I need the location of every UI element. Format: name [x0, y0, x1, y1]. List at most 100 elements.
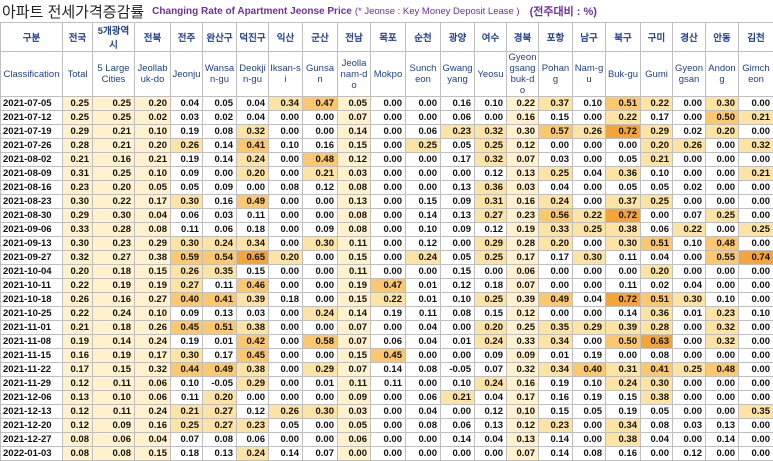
- column-en: Andong: [706, 52, 739, 97]
- rate-cell: 0.11: [338, 265, 371, 279]
- rate-cell: 0.11: [171, 391, 203, 405]
- note: (* Jeonse : Key Money Deposit Lease ): [355, 6, 520, 17]
- column-en: Gyeongsan: [673, 52, 706, 97]
- column-ko: 남구: [573, 23, 606, 52]
- rate-cell: 0.00: [673, 335, 706, 349]
- rate-cell: 0.38: [606, 433, 641, 447]
- rate-cell: 0.29: [63, 209, 93, 223]
- rate-cell: 0.25: [507, 321, 539, 335]
- rate-cell: 0.32: [739, 139, 773, 153]
- rate-cell: 0.03: [539, 153, 573, 167]
- rate-cell: 0.04: [237, 97, 269, 111]
- rate-cell: 0.16: [507, 377, 539, 391]
- rate-cell: 0.00: [539, 265, 573, 279]
- rate-cell: 0.17: [441, 153, 475, 167]
- rate-cell: 0.11: [606, 251, 641, 265]
- rate-cell: 0.30: [171, 237, 203, 251]
- rate-cell: 0.00: [673, 405, 706, 419]
- rate-cell: -0.05: [203, 377, 237, 391]
- rate-cell: 0.16: [93, 293, 135, 307]
- rate-cell: 0.39: [507, 293, 539, 307]
- column-ko: 목포: [371, 23, 406, 52]
- rate-cell: 0.06: [406, 125, 441, 139]
- rate-cell: 0.00: [269, 279, 303, 293]
- rate-cell: 0.10: [406, 223, 441, 237]
- rate-cell: 0.45: [237, 349, 269, 363]
- rate-cell: 0.00: [303, 293, 338, 307]
- column-en: Jeollabuk-do: [135, 52, 171, 97]
- rate-cell: 0.07: [475, 363, 507, 377]
- rate-cell: 0.49: [237, 195, 269, 209]
- rate-cell: 0.19: [573, 349, 606, 363]
- rate-cell: 0.00: [269, 111, 303, 125]
- rate-cell: 0.11: [338, 237, 371, 251]
- rate-cell: 0.24: [406, 251, 441, 265]
- rate-cell: 0.00: [406, 433, 441, 447]
- rate-cell: 0.08: [338, 223, 371, 237]
- date: 2021-12-27: [1, 433, 63, 447]
- rate-cell: 0.08: [441, 307, 475, 321]
- rate-cell: 0.12: [237, 405, 269, 419]
- rate-cell: 0.11: [371, 377, 406, 391]
- rate-cell: 0.14: [371, 363, 406, 377]
- rate-cell: 0.18: [93, 321, 135, 335]
- rate-cell: 0.07: [338, 363, 371, 377]
- rate-cell: 0.06: [135, 377, 171, 391]
- rate-cell: 0.16: [539, 391, 573, 405]
- rate-cell: 0.17: [507, 251, 539, 265]
- rate-cell: 0.04: [641, 251, 673, 265]
- rate-cell: 0.14: [203, 139, 237, 153]
- rate-cell: 0.00: [303, 433, 338, 447]
- rate-cell: 0.18: [93, 265, 135, 279]
- rate-cell: 0.00: [706, 447, 739, 461]
- column-ko: 전북: [135, 23, 171, 52]
- column-ko: 군산: [303, 23, 338, 52]
- rate-cell: 0.25: [475, 139, 507, 153]
- rate-cell: 0.00: [406, 111, 441, 125]
- rate-cell: 0.39: [606, 321, 641, 335]
- rate-cell: 0.44: [171, 363, 203, 377]
- rate-cell: 0.05: [338, 419, 371, 433]
- rate-cell: 0.08: [135, 223, 171, 237]
- rate-cell: 0.05: [606, 181, 641, 195]
- rate-cell: 0.21: [739, 167, 773, 181]
- rate-cell: 0.13: [507, 167, 539, 181]
- rate-cell: 0.05: [135, 181, 171, 195]
- rate-cell: 0.00: [641, 447, 673, 461]
- rate-cell: 0.12: [507, 139, 539, 153]
- column-ko: 안동: [706, 23, 739, 52]
- rate-cell: 0.00: [269, 265, 303, 279]
- rate-cell: 0.30: [93, 209, 135, 223]
- column-ko: 전국: [63, 23, 93, 52]
- rate-cell: 0.06: [171, 209, 203, 223]
- rate-cell: 0.41: [641, 363, 673, 377]
- rate-cell: 0.00: [269, 433, 303, 447]
- rate-cell: 0.00: [269, 349, 303, 363]
- rate-cell: 0.00: [303, 195, 338, 209]
- rate-cell: 0.12: [507, 307, 539, 321]
- rate-cell: 0.26: [573, 125, 606, 139]
- rate-cell: 0.00: [673, 97, 706, 111]
- rate-cell: 0.06: [203, 223, 237, 237]
- rate-cell: 0.00: [475, 447, 507, 461]
- rate-cell: 0.20: [237, 167, 269, 181]
- rate-cell: 0.00: [706, 139, 739, 153]
- rate-cell: 0.04: [135, 433, 171, 447]
- date: 2021-10-18: [1, 293, 63, 307]
- rate-cell: 0.00: [739, 195, 773, 209]
- rate-cell: 0.26: [63, 293, 93, 307]
- rate-cell: 0.00: [739, 433, 773, 447]
- rate-cell: 0.14: [706, 433, 739, 447]
- rate-cell: 0.47: [371, 279, 406, 293]
- rate-cell: 0.51: [641, 293, 673, 307]
- rate-cell: 0.19: [371, 307, 406, 321]
- rate-cell: 0.23: [539, 419, 573, 433]
- rate-cell: 0.25: [93, 111, 135, 125]
- rate-cell: 0.00: [269, 391, 303, 405]
